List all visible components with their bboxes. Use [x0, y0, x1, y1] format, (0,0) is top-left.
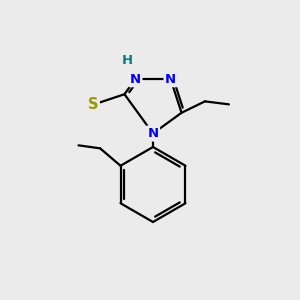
Text: N: N: [147, 127, 159, 140]
Text: S: S: [88, 97, 98, 112]
Text: H: H: [122, 54, 133, 67]
Text: N: N: [165, 73, 176, 86]
Text: N: N: [130, 73, 141, 86]
